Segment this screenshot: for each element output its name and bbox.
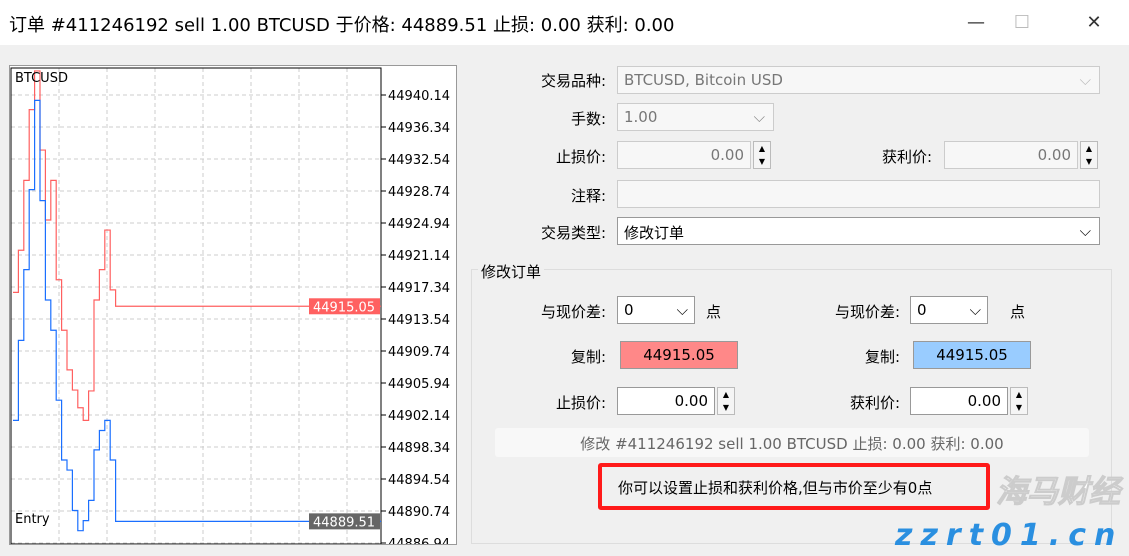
tp-input[interactable]: 0.00 xyxy=(910,387,1008,415)
diff-label-right: 与现价差: xyxy=(834,303,900,321)
minimize-button[interactable]: — xyxy=(967,12,985,33)
modify-order-group xyxy=(471,269,1112,544)
order-type-select[interactable]: 修改订单 ⌵ xyxy=(617,217,1100,245)
tp-label: 获利价: xyxy=(881,148,932,166)
entry-label: Entry xyxy=(15,512,50,527)
order-type-value: 修改订单 xyxy=(624,224,685,242)
y-tick-label: 44898.34 xyxy=(388,441,450,456)
price-chart: 44940.14 44936.34 44932.54 44928.74 44924.94… xyxy=(9,65,457,545)
tp-input-spinner[interactable]: ▲ ▼ xyxy=(1010,387,1028,415)
title-bar: 订单 #411246192 sell 1.00 BTCUSD 于价格: 4488… xyxy=(0,0,1129,45)
y-tick-label: 44909.74 xyxy=(388,345,450,360)
tp-field[interactable]: 0.00 xyxy=(944,141,1078,169)
y-tick-label: 44913.54 xyxy=(388,313,450,328)
comment-field[interactable] xyxy=(617,180,1100,208)
comment-label: 注释: xyxy=(570,187,606,205)
sl-field[interactable]: 0.00 xyxy=(617,141,751,169)
copy-ask-button[interactable]: 44915.05 xyxy=(913,341,1031,369)
y-tick-label: 44936.34 xyxy=(388,121,450,136)
sl-input-spinner[interactable]: ▲ ▼ xyxy=(717,387,735,415)
window-title: 订单 #411246192 sell 1.00 BTCUSD 于价格: 4488… xyxy=(9,15,675,36)
diff-select-left[interactable]: 0 ⌵ xyxy=(617,296,695,324)
watermark-logo: 海马财经 xyxy=(996,474,1121,511)
bid-price-tag xyxy=(309,298,380,315)
sl-label: 止损价: xyxy=(555,148,606,166)
diff-select-right[interactable]: 0 ⌵ xyxy=(910,296,988,324)
symbol-label: 交易品种: xyxy=(540,72,606,90)
volume-value: 1.00 xyxy=(624,108,658,126)
y-tick-label: 44928.74 xyxy=(388,185,450,200)
diff-value-right: 0 xyxy=(917,301,927,319)
diff-value-left: 0 xyxy=(624,301,634,319)
chevron-down-icon: ⌵ xyxy=(1079,71,1091,89)
symbol-select[interactable]: BTCUSD, Bitcoin USD ⌵ xyxy=(617,66,1100,94)
y-tick-label: 44886.94 xyxy=(388,537,450,545)
chevron-down-icon: ⌵ xyxy=(676,301,688,319)
points-right: 点 xyxy=(1010,303,1026,321)
bid-line xyxy=(13,70,381,421)
copy-label-left: 复制: xyxy=(570,348,606,366)
sl-label-modify: 止损价: xyxy=(555,394,606,412)
maximize-button[interactable]: ☐ xyxy=(1013,12,1031,33)
chart-symbol: BTCUSD xyxy=(15,71,68,86)
modify-button[interactable]: 修改 #411246192 sell 1.00 BTCUSD 止损: 0.00 … xyxy=(495,428,1089,457)
watermark-url: zzrt01.cn xyxy=(895,518,1124,553)
volume-select[interactable]: 1.00 ⌵ xyxy=(617,103,774,131)
y-tick-label: 44932.54 xyxy=(388,153,450,168)
close-button[interactable]: ✕ xyxy=(1086,12,1102,33)
bid-price-label: 44915.05 xyxy=(313,300,375,315)
chevron-down-icon: ⌵ xyxy=(753,108,765,126)
sl-input[interactable]: 0.00 xyxy=(617,387,715,415)
hint-text: 你可以设置止损和获利价格,但与市价至少有0点 xyxy=(598,463,990,510)
y-tick-label: 44924.94 xyxy=(388,217,450,232)
group-title: 修改订单 xyxy=(478,261,545,282)
y-tick-label: 44940.14 xyxy=(388,89,450,104)
y-tick-label: 44921.14 xyxy=(388,249,450,264)
type-label: 交易类型: xyxy=(540,224,606,242)
y-tick-label: 44902.14 xyxy=(388,409,450,424)
volume-label: 手数: xyxy=(570,110,606,128)
y-tick-label: 44917.34 xyxy=(388,281,450,296)
ask-line xyxy=(13,99,381,532)
y-tick-label: 44905.94 xyxy=(388,377,450,392)
points-left: 点 xyxy=(706,303,722,321)
y-tick-label: 44890.74 xyxy=(388,505,450,520)
y-tick-label: 44894.54 xyxy=(388,473,450,488)
tp-label-modify: 获利价: xyxy=(849,394,900,412)
chevron-down-icon: ⌵ xyxy=(1079,222,1091,240)
chevron-down-icon: ⌵ xyxy=(969,301,981,319)
chart-plot: 44940.14 44936.34 44932.54 44928.74 44924.94… xyxy=(10,67,450,545)
tp-spinner[interactable]: ▲ ▼ xyxy=(1080,141,1098,169)
copy-label-right: 复制: xyxy=(864,348,900,366)
symbol-value: BTCUSD, Bitcoin USD xyxy=(624,71,783,89)
copy-bid-button[interactable]: 44915.05 xyxy=(620,341,738,369)
diff-label-left: 与现价差: xyxy=(540,303,606,321)
ask-price-tag xyxy=(309,513,380,530)
sl-spinner[interactable]: ▲ ▼ xyxy=(753,141,771,169)
ask-price-label: 44889.51 xyxy=(313,515,375,530)
